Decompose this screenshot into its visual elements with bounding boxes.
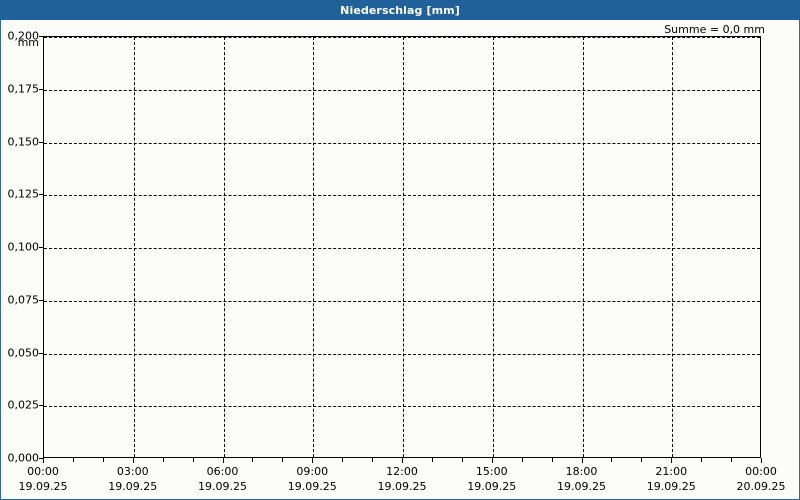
x-axis-tick-label: 00:00 20.09.25 (716, 464, 800, 494)
x-axis-tick-date: 19.09.25 (646, 480, 696, 493)
x-axis-tick-label: 03:00 19.09.25 (88, 464, 178, 494)
gridline-vertical (403, 37, 404, 457)
gridline-vertical (133, 37, 135, 457)
gridline-horizontal (44, 37, 760, 38)
y-axis-tick-label: 0,200 (7, 29, 40, 43)
y-axis-tick-mark (39, 299, 43, 301)
y-axis-tick-mark (39, 405, 43, 407)
y-axis-tick-mark (39, 194, 43, 196)
gridline-horizontal (44, 89, 760, 91)
y-axis-tick-label: 0,000 (7, 451, 40, 465)
gridline-horizontal (44, 353, 760, 355)
y-axis-tick-label: 0,075 (7, 293, 40, 307)
y-axis-tick-label: 0,125 (7, 187, 40, 201)
x-axis-tick-mark-major (132, 458, 134, 463)
x-axis-tick-mark-minor (342, 458, 344, 462)
x-axis-tick-mark-minor (551, 458, 553, 462)
x-axis-tick-label: 21:00 19.09.25 (626, 464, 716, 494)
gridline-horizontal (44, 195, 760, 197)
x-axis-tick-time: 12:00 (386, 465, 418, 478)
x-axis-tick-mark-minor (192, 458, 194, 462)
gridline-vertical (672, 37, 674, 457)
y-axis-unit-label: mm (17, 36, 39, 49)
x-axis-tick-mark-minor (521, 458, 523, 462)
y-axis-tick-label: 0,050 (7, 346, 40, 359)
x-axis-tick-time: 00:00 (745, 465, 777, 478)
x-axis-tick-mark-minor (431, 458, 433, 462)
x-axis-tick-mark-minor (461, 458, 463, 462)
window-title-bar: Niederschlag [mm] (0, 0, 800, 20)
page-title: Niederschlag [mm] (340, 3, 460, 17)
x-axis-tick-time: 15:00 (475, 465, 508, 478)
y-axis-tick-mark (39, 141, 43, 143)
x-axis-tick-mark-major (402, 458, 403, 463)
gridline-vertical (492, 37, 494, 457)
y-axis-tick-label: 0,150 (7, 135, 40, 148)
x-axis-tick-time: 03:00 (116, 465, 149, 478)
x-axis-tick-mark-minor (611, 458, 613, 462)
x-axis-tick-time: 21:00 (655, 465, 688, 478)
gridline-horizontal (44, 300, 760, 302)
y-axis-tick-mark (39, 88, 43, 90)
x-axis-tick-mark-major (761, 458, 762, 463)
y-axis-tick-label: 0,025 (7, 398, 40, 412)
x-axis-tick-date: 19.09.25 (108, 480, 158, 493)
x-axis-tick-mark-minor (162, 458, 164, 462)
x-axis-tick-label: 15:00 19.09.25 (447, 464, 537, 494)
chart-frame: Summe = 0,0 mm mm 0,000 0,025 0,050 0,075 0,… (0, 20, 800, 500)
gridline-vertical (223, 37, 225, 457)
gridline-vertical (582, 37, 584, 457)
gridline-vertical (313, 37, 315, 457)
sum-annotation: Summe = 0,0 mm (664, 23, 765, 36)
x-axis-tick-mark-minor (102, 458, 104, 462)
y-axis-tick-mark (39, 352, 43, 354)
plot-inner (44, 37, 760, 457)
x-axis-tick-mark-minor (641, 458, 643, 462)
x-axis-tick-mark-minor (282, 458, 284, 462)
x-axis-tick-mark-minor (72, 458, 74, 462)
x-axis-tick-label: 06:00 19.09.25 (178, 464, 268, 494)
x-axis-tick-label: 18:00 19.09.25 (537, 464, 627, 494)
x-axis-tick-label: 12:00 19.09.25 (357, 464, 447, 494)
y-axis-tick-label: 0,175 (7, 82, 40, 96)
x-axis-tick-mark-minor (252, 458, 254, 462)
gridline-horizontal (44, 406, 760, 408)
x-axis-tick-label: 00:00 19.09.25 (0, 464, 88, 494)
gridline-horizontal (44, 142, 760, 144)
x-axis-tick-mark-minor (731, 458, 733, 462)
x-axis-tick-time: 00:00 (27, 465, 59, 478)
x-axis-tick-mark-major (581, 458, 583, 463)
x-axis-tick-date: 19.09.25 (198, 480, 247, 493)
x-axis-tick-mark-major (222, 458, 224, 463)
y-axis-tick-label: 0,100 (7, 240, 40, 254)
x-axis-tick-date: 20.09.25 (736, 480, 786, 493)
x-axis-tick-time: 18:00 (565, 465, 598, 478)
x-axis-tick-date: 19.09.25 (287, 480, 337, 493)
gridline-horizontal (44, 248, 760, 249)
y-axis-tick-mark (39, 36, 43, 37)
x-axis-tick-mark-major (491, 458, 493, 463)
x-axis-tick-time: 09:00 (296, 465, 329, 478)
plot-area (43, 36, 761, 458)
x-axis-tick-mark-major (671, 458, 673, 463)
x-axis-tick-mark-major (43, 458, 44, 463)
x-axis-tick-mark-major (312, 458, 314, 463)
y-axis-tick-mark (39, 458, 43, 459)
x-axis-tick-time: 06:00 (206, 465, 239, 478)
x-axis-tick-mark-minor (701, 458, 703, 462)
x-axis-tick-date: 19.09.25 (467, 480, 517, 493)
x-axis-tick-label: 09:00 19.09.25 (267, 464, 357, 494)
x-axis-tick-mark-minor (372, 458, 374, 462)
x-axis-tick-date: 19.09.25 (18, 480, 68, 493)
x-axis-tick-date: 19.09.25 (377, 480, 427, 493)
x-axis-tick-date: 19.09.25 (557, 480, 606, 493)
y-axis-tick-mark (39, 247, 43, 248)
